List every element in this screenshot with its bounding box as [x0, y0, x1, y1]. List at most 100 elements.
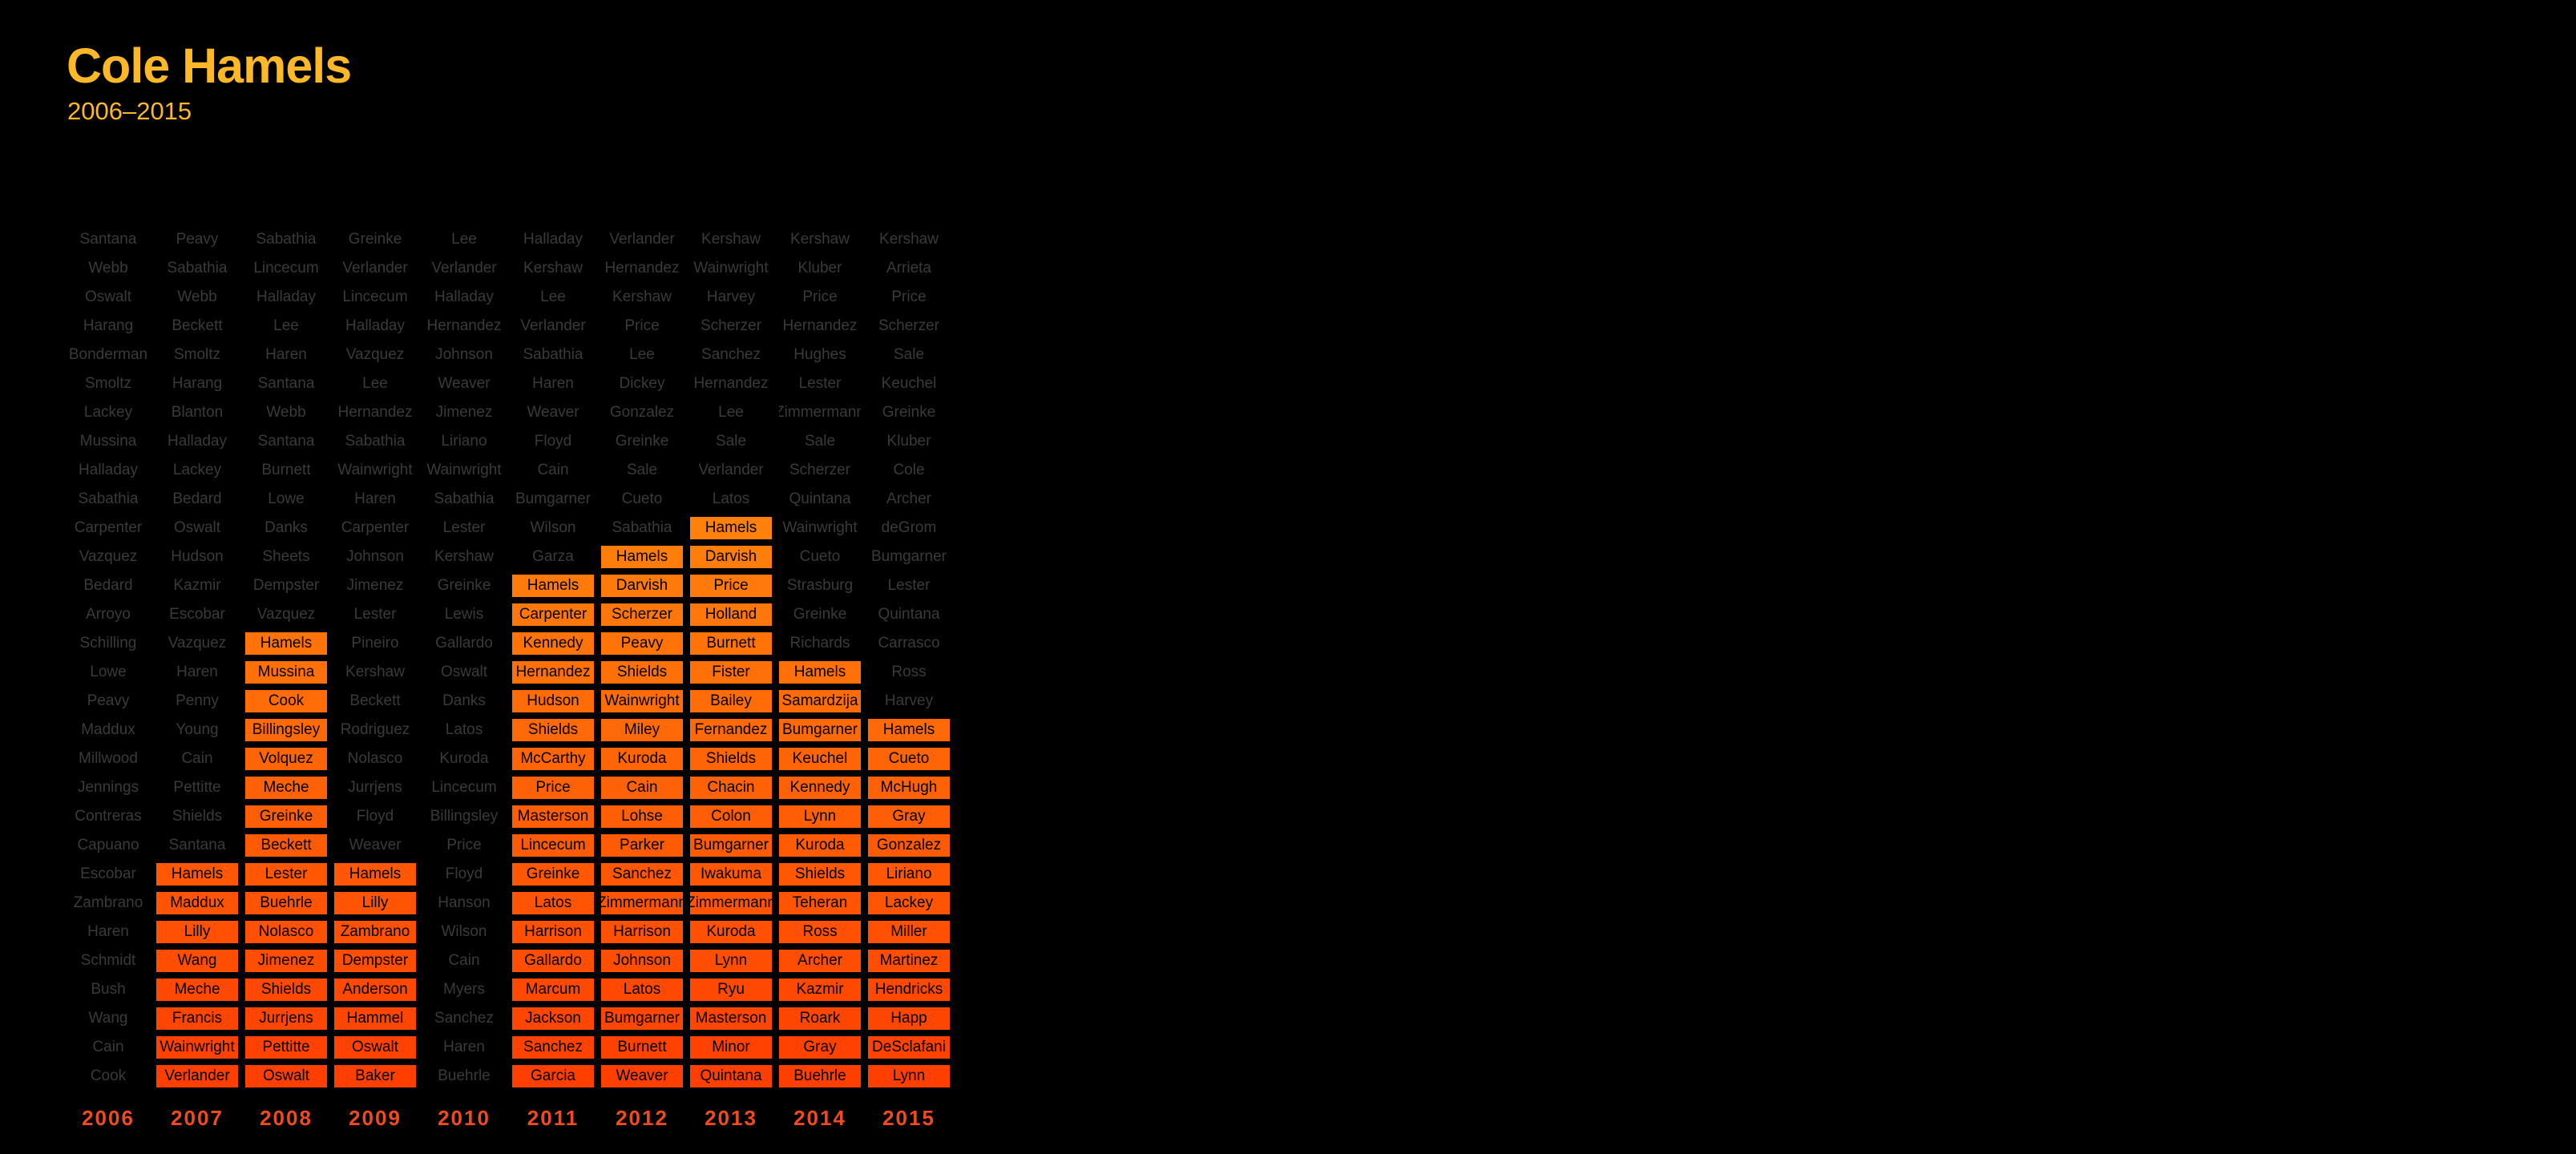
pitcher-cell: Sheets: [262, 548, 310, 565]
pitcher-cell: Penny: [176, 692, 219, 709]
pitcher-cell: Bush: [91, 981, 126, 998]
pitcher-cell: Halladay: [168, 433, 227, 450]
pitcher-cell: Kuroda: [439, 750, 489, 767]
pitcher-cell: Kuroda: [779, 834, 861, 857]
pitcher-cell: Scherzer: [700, 317, 762, 334]
pitcher-cell: Hamels: [512, 575, 594, 597]
pitcher-cell: Miller: [868, 921, 950, 943]
pitcher-cell: Halladay: [523, 231, 583, 248]
pitcher-cell: Wainwright: [601, 690, 683, 712]
pitcher-cell: Bedard: [83, 577, 133, 594]
pitcher-cell: Escobar: [169, 606, 225, 623]
pitcher-cell: Hernandez: [512, 661, 594, 684]
pitcher-cell: Capuano: [77, 837, 139, 853]
pitcher-cell: Keuchel: [779, 748, 861, 770]
pitcher-cell: Dickey: [619, 375, 665, 392]
pitcher-cell: Volquez: [245, 748, 327, 770]
pitcher-cell: Haren: [532, 375, 574, 392]
year-label: 2006: [82, 1106, 135, 1130]
pitcher-cell: Ross: [891, 664, 927, 680]
pitcher-cell: Jimenez: [435, 404, 493, 421]
pitcher-cell: Lynn: [779, 805, 861, 828]
pitcher-cell: Schmidt: [80, 952, 136, 969]
pitcher-cell: Kershaw: [612, 288, 672, 305]
pitcher-cell: Garcia: [512, 1065, 594, 1087]
pitcher-cell: Sanchez: [512, 1036, 594, 1059]
pitcher-cell: Shields: [245, 978, 327, 1001]
pitcher-cell: Young: [176, 721, 219, 738]
pitcher-cell: Sabathia: [167, 260, 228, 276]
pitcher-cell: Vazquez: [79, 548, 138, 565]
pitcher-cell: Kazmir: [779, 978, 861, 1001]
pitcher-cell: Bumgarner: [601, 1007, 683, 1030]
pitcher-cell: Cueto: [868, 748, 950, 770]
pitcher-cell: Sabathia: [78, 490, 139, 507]
pitcher-cell: Latos: [512, 892, 594, 914]
pitcher-cell: Hernandez: [426, 317, 502, 334]
pitcher-cell: Hernandez: [693, 375, 769, 392]
pitcher-cell: Lincecum: [342, 288, 408, 305]
pitcher-cell: Dempster: [334, 950, 416, 972]
pitcher-cell: Contreras: [75, 808, 142, 825]
pitcher-cell: Hamels: [156, 863, 238, 886]
pitcher-cell: Lincecum: [431, 779, 497, 796]
pitcher-cell: Cain: [601, 777, 683, 799]
pitcher-cell: Kershaw: [790, 231, 850, 248]
pitcher-cell: Keuchel: [881, 375, 937, 392]
pitcher-cell: Nolasco: [245, 921, 327, 943]
pitcher-cell: Kuroda: [601, 748, 683, 770]
pitcher-cell: Hughes: [793, 346, 846, 363]
pitcher-cell: Sanchez: [701, 346, 761, 363]
pitcher-cell: Wilson: [441, 923, 487, 940]
pitcher-cell: Sabathia: [523, 346, 583, 363]
pitcher-cell: Kluber: [797, 260, 842, 276]
pitcher-cell: Kershaw: [523, 260, 583, 276]
pitcher-ranking-grid: Santana Webb Oswalt Harang Bonderman Smoltz La…: [0, 0, 962, 1154]
pitcher-cell: Vazquez: [256, 606, 316, 623]
pitcher-cell: Masterson: [690, 1007, 772, 1030]
pitcher-cell: Burnett: [690, 632, 772, 655]
pitcher-cell: Gallardo: [435, 635, 493, 652]
pitcher-cell: Carpenter: [341, 519, 410, 536]
pitcher-cell: Hernandez: [337, 404, 413, 421]
pitcher-cell: Scherzer: [878, 317, 940, 334]
pitcher-cell: Kennedy: [779, 777, 861, 799]
pitcher-cell: Webb: [88, 260, 128, 276]
pitcher-cell: Hammel: [334, 1007, 416, 1030]
pitcher-cell: Verlander: [520, 317, 586, 334]
pitcher-cell: Shields: [690, 748, 772, 770]
pitcher-cell: Darvish: [690, 546, 772, 568]
pitcher-cell: Lee: [451, 231, 477, 248]
pitcher-cell: Fernandez: [690, 719, 772, 741]
pitcher-cell: Mussina: [245, 661, 327, 684]
pitcher-cell: Vazquez: [345, 346, 405, 363]
pitcher-cell: Fister: [690, 661, 772, 684]
pitcher-cell: Santana: [257, 433, 315, 450]
pitcher-cell: Schilling: [79, 635, 137, 652]
pitcher-cell: Liriano: [868, 863, 950, 886]
pitcher-cell: Price: [802, 288, 838, 305]
pitcher-cell: Dempster: [252, 577, 320, 594]
pitcher-cell: Lowe: [90, 664, 127, 680]
pitcher-cell: Marcum: [512, 978, 594, 1001]
pitcher-cell: Price: [891, 288, 927, 305]
pitcher-cell: Smoltz: [173, 346, 221, 363]
pitcher-cell: Arroyo: [86, 606, 131, 623]
pitcher-cell: Greinke: [245, 805, 327, 828]
pitcher-cell: Kazmir: [173, 577, 221, 594]
pitcher-cell: Martinez: [868, 950, 950, 972]
pitcher-cell: Haren: [87, 923, 129, 940]
pitcher-cell: Verlander: [431, 260, 497, 276]
pitcher-cell: Halladay: [79, 462, 138, 478]
pitcher-cell: Buehrle: [245, 892, 327, 914]
pitcher-cell: Cain: [537, 462, 569, 478]
pitcher-cell: Liriano: [441, 433, 487, 450]
pitcher-cell: Vazquez: [168, 635, 227, 652]
pitcher-cell: Greinke: [437, 577, 491, 594]
pitcher-cell: Sale: [626, 462, 658, 478]
year-label: 2011: [527, 1106, 579, 1130]
pitcher-cell: Lee: [273, 317, 299, 334]
pitcher-cell: Haren: [443, 1039, 485, 1055]
pitcher-cell: Cole: [893, 462, 925, 478]
pitcher-cell: Myers: [443, 981, 485, 998]
